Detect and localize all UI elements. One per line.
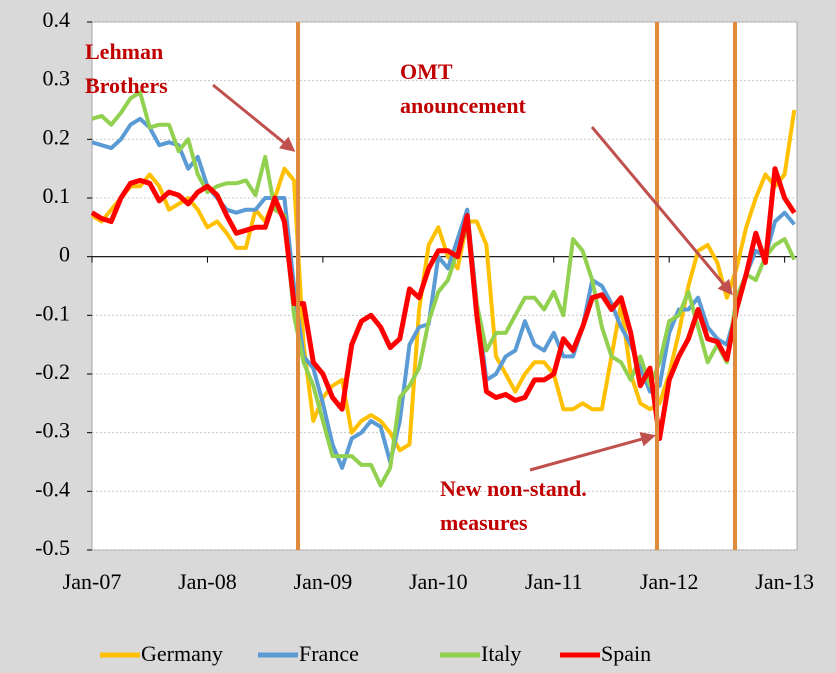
legend-label: Spain (601, 641, 651, 666)
y-tick-label: -0.1 (35, 300, 70, 325)
annotation: OMT (400, 59, 453, 84)
x-tick-label: Jan-08 (178, 569, 237, 594)
x-tick-label: Jan-12 (640, 569, 699, 594)
annotation: anouncement (400, 93, 527, 118)
y-tick-label: 0.4 (43, 7, 71, 32)
y-tick-label: -0.2 (35, 359, 70, 384)
annotations: Lehman Brothers OMT anouncement New non-stan… (85, 39, 587, 535)
series-line (90, 166, 797, 441)
annotation: Lehman (85, 39, 163, 64)
x-tick-label: Jan-11 (525, 569, 583, 594)
y-tick-label: 0 (59, 242, 70, 267)
x-tick-label: Jan-09 (294, 569, 353, 594)
y-tick-label: -0.5 (35, 535, 70, 560)
legend-label: Italy (481, 641, 521, 666)
legend-label: France (299, 641, 359, 666)
y-tick-label: 0.2 (43, 124, 71, 149)
annotation: Brothers (85, 73, 168, 98)
grid: -0.5 -0.4 -0.3 -0.2 -0.1 0 0.1 0.2 0.3 0.4 Jan-07 J… (35, 7, 814, 594)
arrows (212, 83, 733, 472)
y-tick-label: 0.1 (43, 183, 71, 208)
arrow (529, 431, 656, 472)
series-layer (90, 90, 797, 488)
annotation: New non-stand. (440, 476, 587, 501)
event-lines (296, 22, 737, 550)
arrow (212, 83, 296, 152)
legend: Germany France Italy Spain (100, 641, 651, 666)
x-tick-label: Jan-13 (755, 569, 814, 594)
series-line (90, 109, 797, 453)
y-tick-label: 0.3 (43, 66, 71, 91)
annotation: measures (440, 510, 528, 535)
arrow (590, 126, 733, 296)
y-tick-label: -0.4 (35, 476, 70, 501)
x-tick-label: Jan-07 (63, 569, 122, 594)
y-tick-label: -0.3 (35, 418, 70, 443)
x-tick-label: Jan-10 (409, 569, 468, 594)
legend-label: Germany (141, 641, 223, 666)
